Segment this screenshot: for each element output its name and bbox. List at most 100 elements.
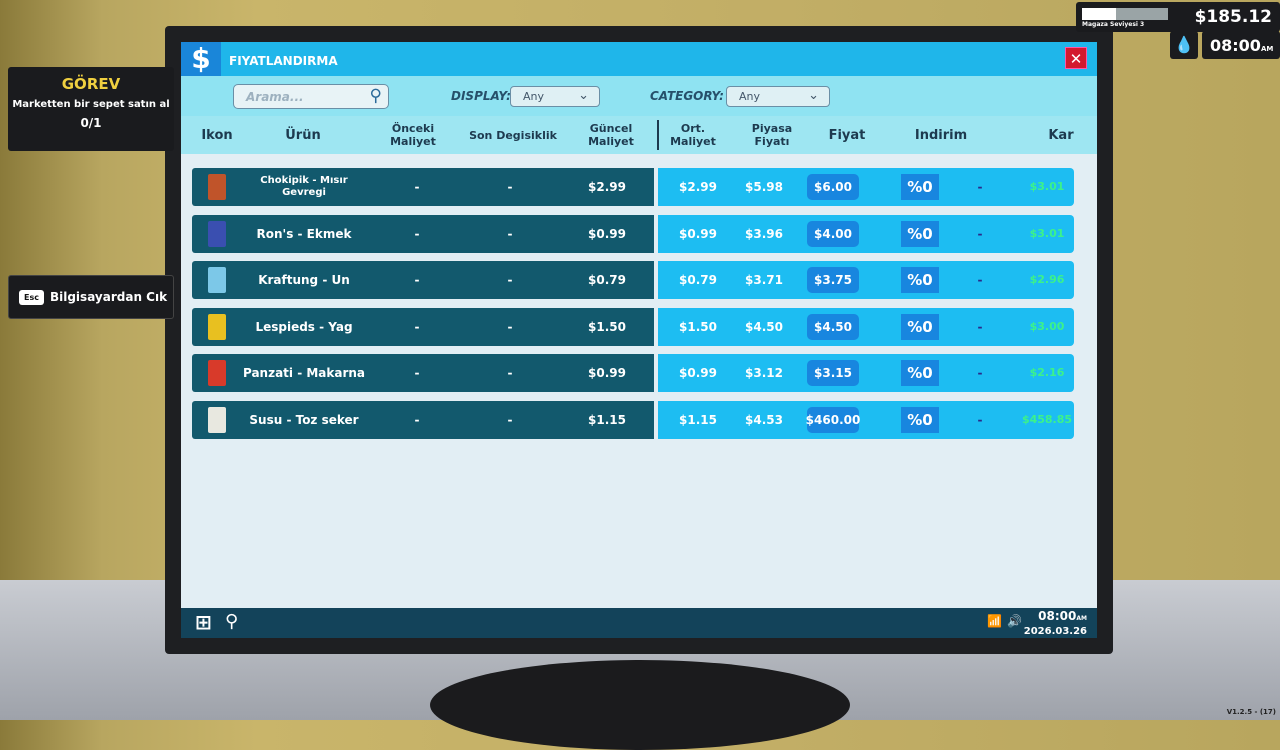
category-dropdown[interactable]: Any ⌄ [726, 86, 830, 107]
column-divider [657, 120, 659, 150]
version-label: V1.2.5 - (17) [1226, 708, 1276, 716]
water-drop-icon: 💧 [1170, 31, 1198, 59]
exit-computer-button[interactable]: Esc Bilgisayardan Cık [8, 275, 174, 319]
price-input[interactable]: $460.00 [806, 406, 860, 433]
table-header: Ikon Ürün Önceki Maliyet Son Degisiklik … [181, 116, 1097, 154]
discount-button[interactable]: %0 [901, 220, 939, 247]
display-value: Any [523, 90, 545, 103]
last-change: - [507, 226, 513, 241]
chevron-down-icon: ⌄ [578, 88, 589, 103]
taskbar-date: 2026.03.26 [1023, 626, 1087, 637]
window-title: FIYATLANDIRMA [229, 54, 338, 68]
product-pricing: $0.99 $3.96 $4.00 %0 - $3.01 [658, 214, 1074, 253]
price-input[interactable]: $4.00 [807, 220, 859, 247]
start-menu-icon[interactable]: ⊞ [195, 610, 212, 634]
product-row[interactable]: Chokipik - Mısır Gevregi - - $2.99 $2.99… [192, 168, 1074, 206]
profit: $2.96 [1029, 273, 1065, 286]
clock-time: 08:00 [1210, 36, 1261, 55]
col-last-change: Son Degisiklik [469, 128, 557, 142]
clock-display: 08:00AM [1202, 31, 1280, 59]
product-info: Ron's - Ekmek - - $0.99 [192, 214, 654, 253]
discount-dash: - [977, 366, 983, 380]
product-pricing: $0.99 $3.12 $3.15 %0 - $2.16 [658, 354, 1074, 392]
discount-dash: - [977, 412, 983, 427]
product-icon [208, 220, 226, 247]
discount-button[interactable]: %0 [901, 360, 939, 386]
current-cost: $0.79 [588, 273, 626, 287]
price-input[interactable]: $4.50 [807, 313, 859, 340]
task-panel: GÖREV Marketten bir sepet satın al 0/1 [8, 67, 174, 151]
task-progress: 0/1 [80, 116, 102, 130]
market-price: $3.71 [745, 273, 783, 287]
col-discount: Indirim [914, 127, 968, 143]
taskbar: ⊞ ⚲ 📶 🔊 08:00AM 2026.03.26 [181, 608, 1097, 638]
price-input[interactable]: $3.75 [807, 267, 859, 293]
product-name: Lespieds - Yag [255, 319, 353, 334]
col-price: Fiyat [828, 127, 866, 143]
last-change: - [507, 412, 513, 427]
profit: $458.85 [1021, 412, 1073, 426]
col-market-price: Piyasa Fiyatı [751, 122, 793, 148]
current-cost: $1.15 [588, 412, 626, 427]
discount-button[interactable]: %0 [901, 267, 939, 293]
product-row[interactable]: Ron's - Ekmek - - $0.99 $0.99 $3.96 $4.0… [192, 214, 1074, 253]
search-icon[interactable]: ⚲ [225, 611, 239, 632]
discount-button[interactable]: %0 [901, 313, 939, 340]
search-input[interactable]: Arama... ⚲ [233, 84, 389, 109]
discount-button[interactable]: %0 [901, 406, 939, 433]
price-input[interactable]: $6.00 [807, 174, 859, 200]
col-profit: Kar [1048, 127, 1074, 143]
product-pricing: $1.15 $4.53 $460.00 %0 - $458.85 [658, 400, 1074, 439]
product-icon [208, 406, 226, 433]
product-row[interactable]: Panzati - Makarna - - $0.99 $0.99 $3.12 … [192, 354, 1074, 392]
last-change: - [507, 180, 513, 194]
task-title: GÖREV [61, 75, 121, 93]
category-value: Any [739, 90, 761, 103]
wifi-icon: 📶 [987, 614, 1002, 628]
product-row[interactable]: Lespieds - Yag - - $1.50 $1.50 $4.50 $4.… [192, 307, 1074, 346]
col-prev-cost: Önceki Maliyet [390, 122, 436, 148]
product-pricing: $0.79 $3.71 $3.75 %0 - $2.96 [658, 261, 1074, 299]
display-dropdown[interactable]: Any ⌄ [510, 86, 600, 107]
taskbar-ampm: AM [1076, 615, 1087, 622]
product-info: Chokipik - Mısır Gevregi - - $2.99 [192, 168, 654, 206]
product-icon [208, 267, 226, 293]
col-urun: Ürün [285, 127, 321, 143]
avg-cost: $2.99 [679, 180, 717, 194]
product-list: Chokipik - Mısır Gevregi - - $2.99 $2.99… [192, 168, 1074, 447]
avg-cost: $1.50 [679, 319, 717, 334]
category-label: CATEGORY: [650, 89, 724, 103]
product-row[interactable]: Kraftung - Un - - $0.79 $0.79 $3.71 $3.7… [192, 261, 1074, 299]
close-button[interactable]: ✕ [1065, 47, 1087, 69]
product-pricing: $1.50 $4.50 $4.50 %0 - $3.00 [658, 307, 1074, 346]
taskbar-clock: 08:00AM 2026.03.26 [1024, 610, 1087, 638]
current-cost: $0.99 [588, 226, 626, 241]
col-avg-cost: Ort. Maliyet [670, 122, 716, 148]
speaker-icon: 🔊 [1007, 614, 1022, 628]
discount-dash: - [977, 226, 983, 241]
profit: $3.01 [1029, 226, 1065, 240]
title-bar: $ FIYATLANDIRMA ✕ [181, 42, 1097, 76]
level-bar [1082, 8, 1168, 20]
search-placeholder: Arama... [246, 90, 304, 104]
prev-cost: - [414, 273, 420, 287]
product-name: Chokipik - Mısır Gevregi [260, 175, 348, 198]
product-info: Kraftung - Un - - $0.79 [192, 261, 654, 299]
product-info: Panzati - Makarna - - $0.99 [192, 354, 654, 392]
money-panel: Magaza Seviyesi 3 $185.12 [1076, 2, 1280, 32]
search-icon[interactable]: ⚲ [369, 86, 382, 106]
market-price: $5.98 [745, 180, 783, 194]
product-name: Susu - Toz seker [249, 412, 359, 427]
product-row[interactable]: Susu - Toz seker - - $1.15 $1.15 $4.53 $… [192, 400, 1074, 439]
col-current-cost: Güncel Maliyet [588, 122, 634, 148]
market-price: $3.96 [745, 226, 783, 241]
task-text: Marketten bir sepet satın al [12, 99, 170, 110]
profit: $3.01 [1029, 180, 1065, 193]
product-info: Lespieds - Yag - - $1.50 [192, 307, 654, 346]
discount-button[interactable]: %0 [901, 174, 939, 200]
product-name: Kraftung - Un [258, 273, 350, 287]
price-input[interactable]: $3.15 [807, 360, 859, 386]
prev-cost: - [414, 226, 420, 241]
product-icon [208, 174, 226, 200]
last-change: - [507, 366, 513, 380]
